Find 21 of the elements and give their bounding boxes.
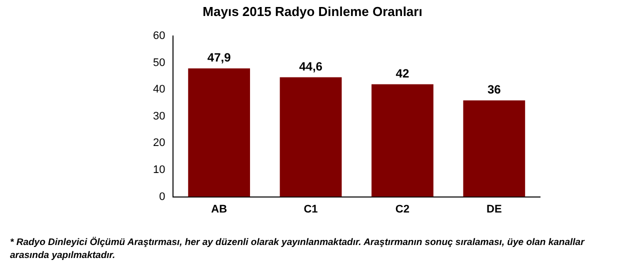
x-tick-label: AB — [211, 203, 228, 216]
y-tick-label: 50 — [152, 56, 166, 69]
y-tick-label: 10 — [152, 164, 166, 176]
y-tick-label: 60 — [152, 30, 166, 42]
y-tick-label: 20 — [152, 137, 166, 150]
bar — [372, 84, 434, 197]
bar — [188, 68, 250, 197]
bar — [463, 100, 526, 197]
y-tick-label: 40 — [152, 84, 166, 96]
x-tick-label: C1 — [304, 203, 318, 216]
x-tick-label: DE — [486, 203, 502, 216]
chart-title: Mayıs 2015 Radyo Dinleme Oranları — [202, 4, 424, 19]
data-label: 36 — [487, 82, 502, 97]
y-tick-label: 0 — [159, 190, 166, 203]
data-label: 42 — [396, 66, 410, 81]
data-label: 44,6 — [299, 60, 323, 74]
data-label: 47,9 — [207, 50, 232, 65]
y-tick-label: 30 — [152, 110, 166, 122]
bar — [280, 77, 342, 197]
x-tick-label: C2 — [395, 203, 410, 216]
text: * Radyo Dinleyici Ölçümü Araştırması, her ay düzenli olarak yayınlanmaktadır. Araştırmanın sonuç sıralaması, üye olan kanallar arasında yapılmaktadır. — [10, 236, 586, 262]
